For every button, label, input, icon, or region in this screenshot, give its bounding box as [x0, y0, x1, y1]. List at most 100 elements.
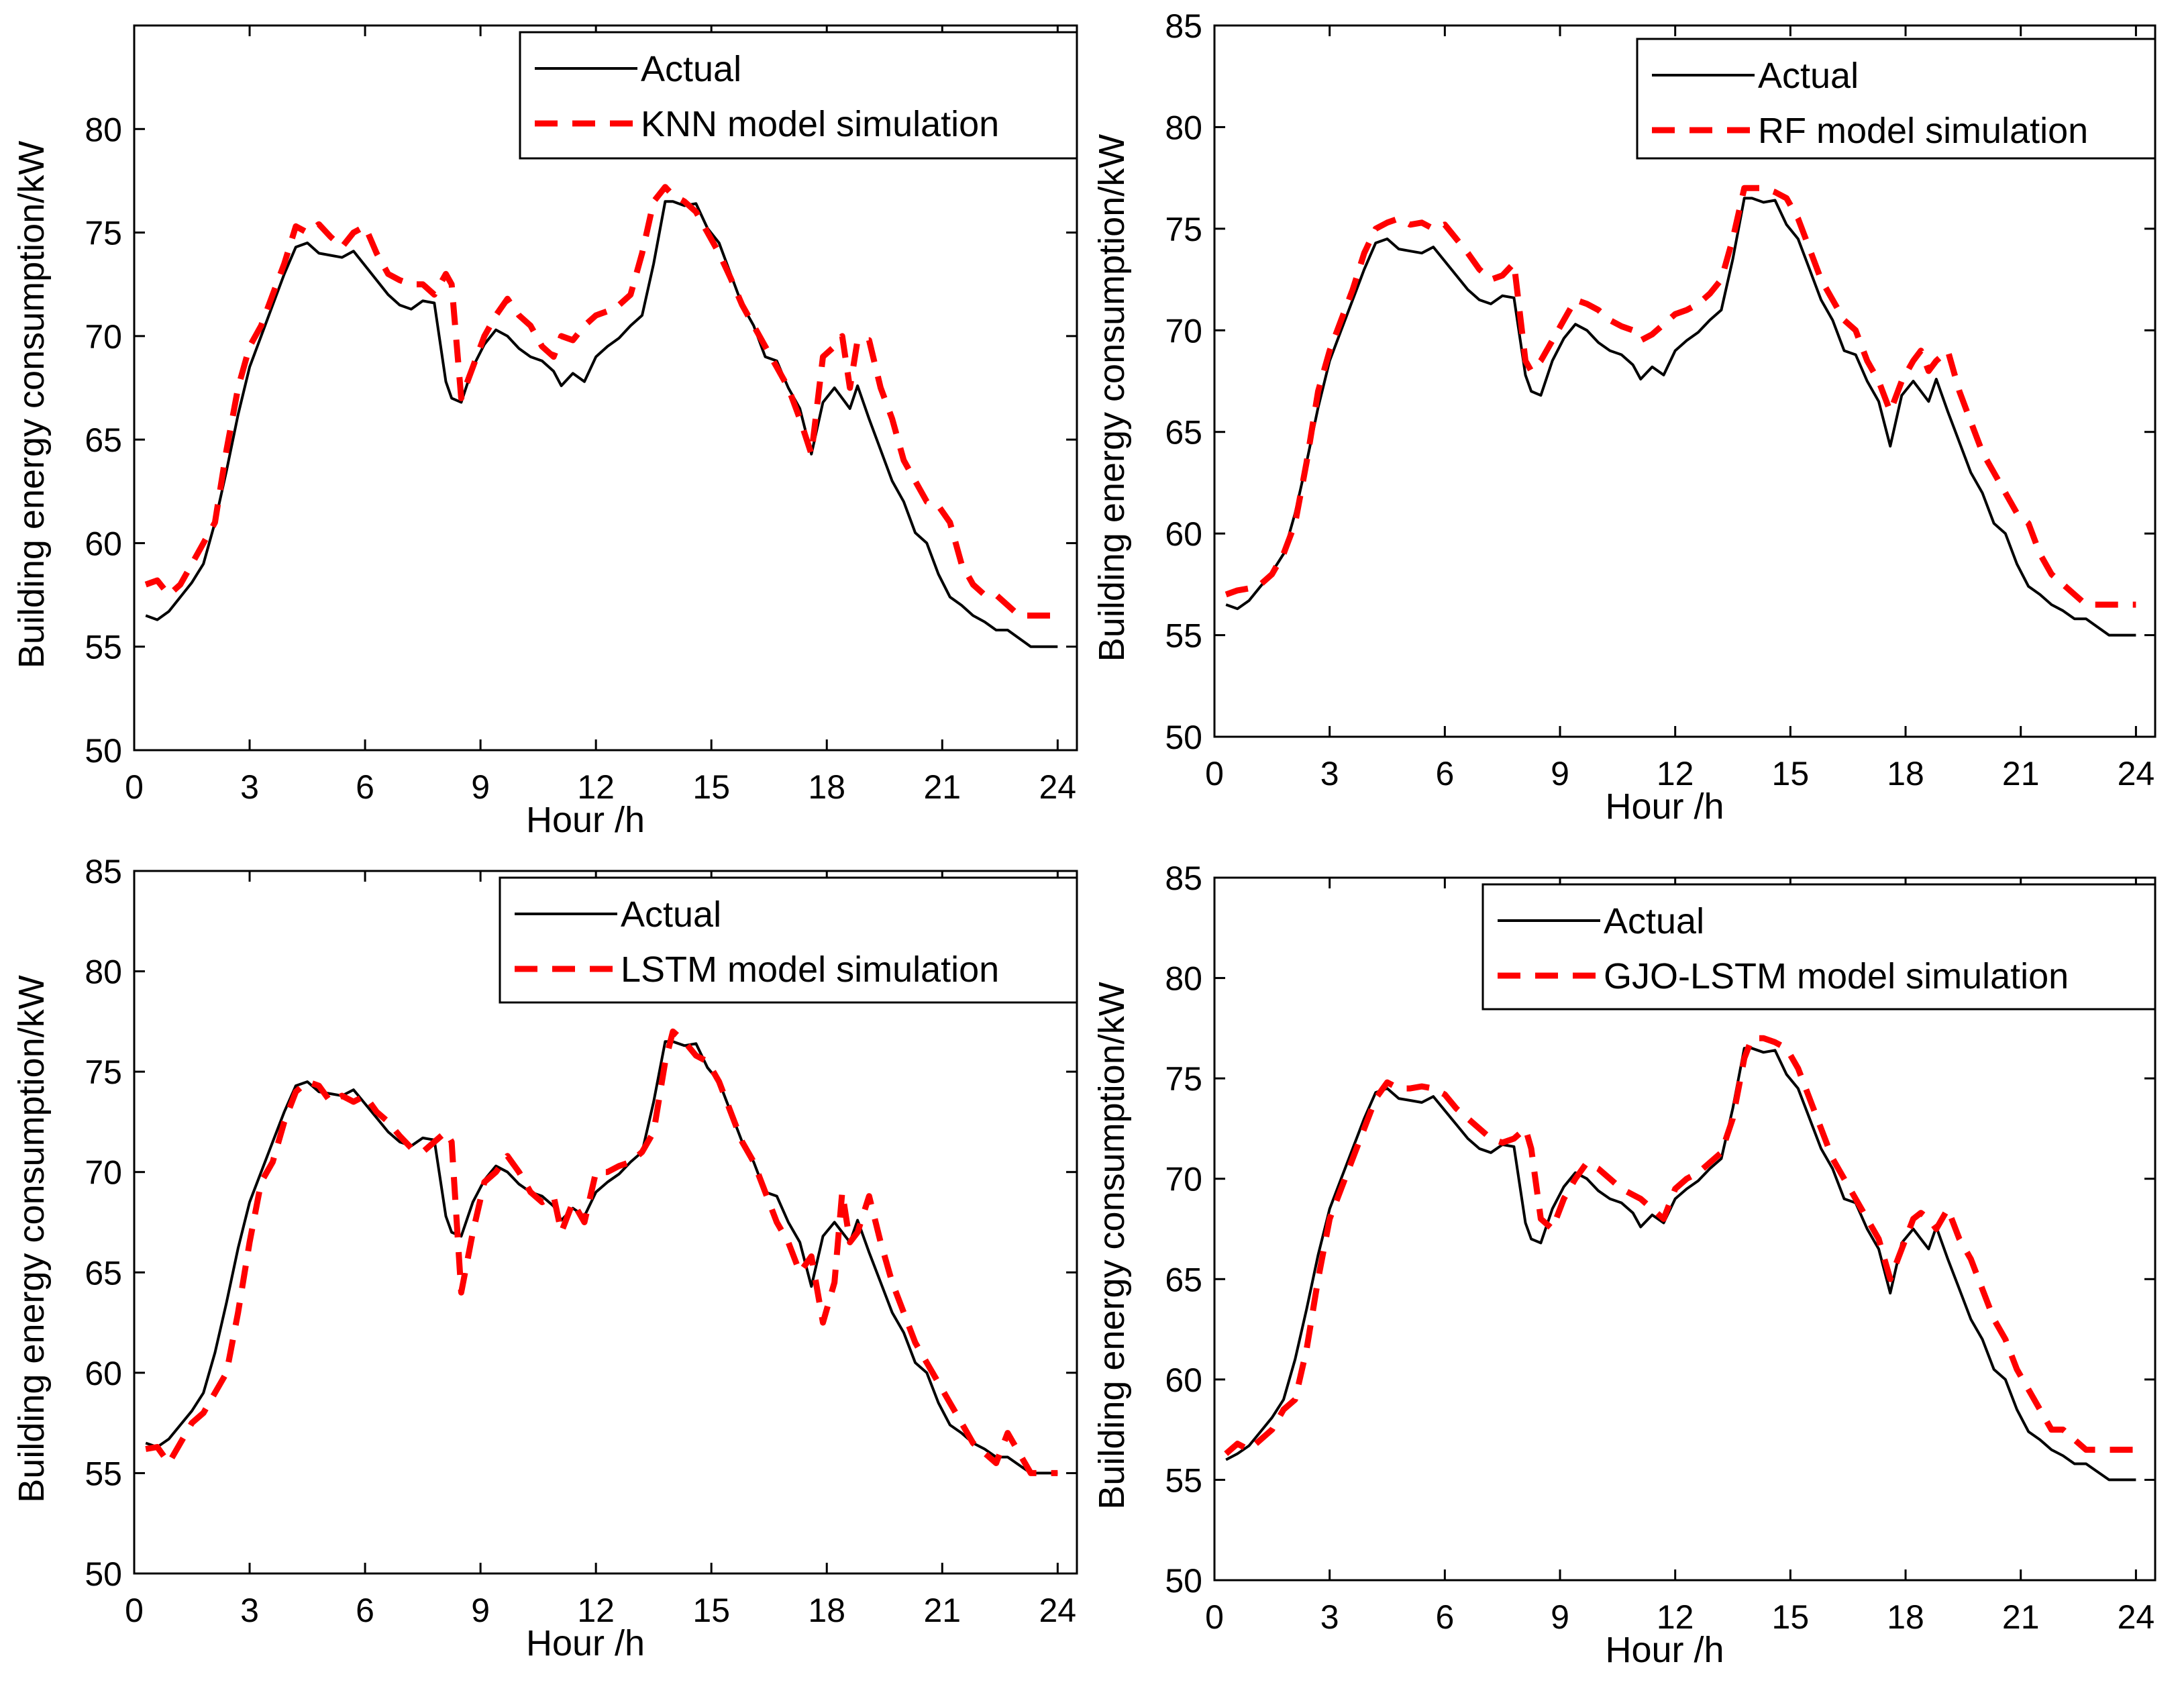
- x-tick-label: 0: [1205, 755, 1224, 792]
- y-tick-label: 85: [85, 853, 122, 890]
- legend: Actual LSTM model simulation: [499, 876, 1078, 1004]
- y-tick-label: 50: [85, 732, 122, 770]
- x-tick-label: 6: [356, 1592, 374, 1629]
- y-tick-label: 50: [1165, 719, 1202, 756]
- x-tick-label: 12: [1657, 1598, 1694, 1636]
- y-tick-label: 60: [1165, 1361, 1202, 1399]
- chart-panel-2: 0 3 6 9 12 15 18 21 24 50 55 60 65 70 75 80 85 Hour /h Bui…: [1092, 7, 2156, 827]
- plot-frame: [1213, 24, 2156, 738]
- x-tick-label: 24: [1039, 768, 1077, 806]
- x-tick-label: 6: [1435, 755, 1454, 792]
- x-tick-label: 3: [240, 1592, 259, 1629]
- x-tick-label: 15: [1772, 1598, 1810, 1636]
- x-tick-label: 15: [692, 768, 730, 806]
- y-tick-label: 55: [85, 1455, 122, 1492]
- y-tick-label: 75: [1165, 211, 1202, 248]
- y-tick-label: 60: [85, 525, 122, 562]
- x-tick-label: 24: [2118, 1598, 2155, 1636]
- plot-frame: [1213, 876, 2156, 1582]
- series-line-actual: [145, 1040, 1058, 1475]
- series-line-actual: [1225, 197, 2136, 637]
- y-tick-label: 75: [85, 215, 122, 252]
- x-tick-label: 9: [471, 1592, 490, 1629]
- y-tick-label: 50: [85, 1555, 122, 1593]
- x-tick-label: 3: [1320, 755, 1339, 792]
- y-tick-label: 55: [85, 629, 122, 666]
- chart-panel-3: 0 3 6 9 12 15 18 21 24 50 55 60 65 70 75 80 85 Hour /h Bui…: [11, 853, 1078, 1663]
- x-tick-label: 12: [577, 1592, 615, 1629]
- y-tick-label: 85: [1165, 7, 1202, 45]
- series-line-simulation: [145, 1028, 1058, 1476]
- y-tick-label: 70: [1165, 312, 1202, 350]
- x-axis-label: Hour /h: [1605, 786, 1724, 827]
- y-tick-label: 80: [85, 953, 122, 991]
- x-tick-label: 18: [1887, 1598, 1924, 1636]
- x-tick-label: 24: [2118, 755, 2155, 792]
- y-tick-label: 70: [1165, 1161, 1202, 1198]
- series-line-simulation: [1225, 185, 2136, 608]
- x-tick-label: 9: [1551, 755, 1569, 792]
- y-tick-label: 75: [85, 1053, 122, 1091]
- y-tick-label: 65: [1165, 1261, 1202, 1298]
- y-tick-label: 65: [85, 421, 122, 459]
- x-tick-label: 21: [923, 768, 961, 806]
- x-tick-label: 3: [1320, 1598, 1339, 1636]
- x-tick-label: 15: [1772, 755, 1810, 792]
- legend-box: [499, 876, 1078, 1004]
- y-tick-label: 65: [85, 1254, 122, 1292]
- series-line-simulation: [1224, 1035, 2136, 1456]
- y-axis-label: Building energy consumption/kW: [1092, 134, 1132, 662]
- legend-label: LSTM model simulation: [621, 949, 999, 990]
- legend-label: Actual: [1604, 901, 1704, 941]
- y-tick-label: 65: [1165, 414, 1202, 452]
- x-tick-label: 18: [1887, 755, 1924, 792]
- legend-label: Actual: [621, 894, 721, 935]
- legend-label: GJO-LSTM model simulation: [1604, 956, 2069, 996]
- x-tick-label: 9: [471, 768, 490, 806]
- y-tick-label: 55: [1165, 1461, 1202, 1499]
- legend-label: RF model simulation: [1758, 111, 2088, 151]
- x-tick-label: 6: [356, 768, 374, 806]
- plot-frame: [133, 870, 1078, 1575]
- y-tick-label: 70: [85, 318, 122, 356]
- legend: Actual RF model simulation: [1636, 38, 2156, 160]
- x-tick-label: 12: [577, 768, 615, 806]
- y-tick-label: 80: [85, 111, 122, 148]
- x-tick-label: 0: [125, 768, 144, 806]
- legend-box: [1636, 38, 2156, 160]
- y-axis-label: Building energy consumption/kW: [1092, 982, 1132, 1509]
- chart-panel-1: 0 3 6 9 12 15 18 21 24 50 55 60 65 70 75 80 Hour /h Build…: [11, 24, 1078, 840]
- x-tick-label: 6: [1435, 1598, 1454, 1636]
- chart-panel-4: 0 3 6 9 12 15 18 21 24 50 55 60 65 70 75 80 85 Hour /h Bui…: [1092, 860, 2156, 1670]
- x-axis-label: Hour /h: [1605, 1630, 1724, 1670]
- x-tick-label: 21: [923, 1592, 961, 1629]
- y-tick-label: 55: [1165, 617, 1202, 655]
- y-tick-label: 60: [1165, 515, 1202, 553]
- plot-frame: [133, 24, 1078, 752]
- x-tick-label: 9: [1551, 1598, 1569, 1636]
- x-tick-label: 21: [2002, 755, 2040, 792]
- series-line-actual: [145, 200, 1058, 648]
- y-tick-label: 60: [85, 1355, 122, 1392]
- y-axis-label: Building energy consumption/kW: [11, 975, 52, 1502]
- x-tick-label: 0: [1205, 1598, 1224, 1636]
- y-tick-label: 80: [1165, 109, 1202, 146]
- y-tick-label: 75: [1165, 1060, 1202, 1098]
- x-tick-label: 3: [240, 768, 259, 806]
- y-tick-label: 50: [1165, 1562, 1202, 1600]
- legend-label: Actual: [1758, 56, 1859, 96]
- y-axis-label: Building energy consumption/kW: [11, 141, 52, 668]
- x-tick-label: 18: [808, 768, 845, 806]
- legend-label: Actual: [641, 49, 741, 89]
- x-tick-label: 0: [125, 1592, 144, 1629]
- x-tick-label: 24: [1039, 1592, 1077, 1629]
- series-line-simulation: [144, 184, 1058, 619]
- legend-label: KNN model simulation: [641, 104, 999, 144]
- y-tick-label: 85: [1165, 860, 1202, 897]
- x-tick-label: 12: [1657, 755, 1694, 792]
- x-tick-label: 18: [808, 1592, 845, 1629]
- x-tick-label: 21: [2002, 1598, 2040, 1636]
- legend-box: [519, 31, 1078, 160]
- y-tick-label: 80: [1165, 960, 1202, 998]
